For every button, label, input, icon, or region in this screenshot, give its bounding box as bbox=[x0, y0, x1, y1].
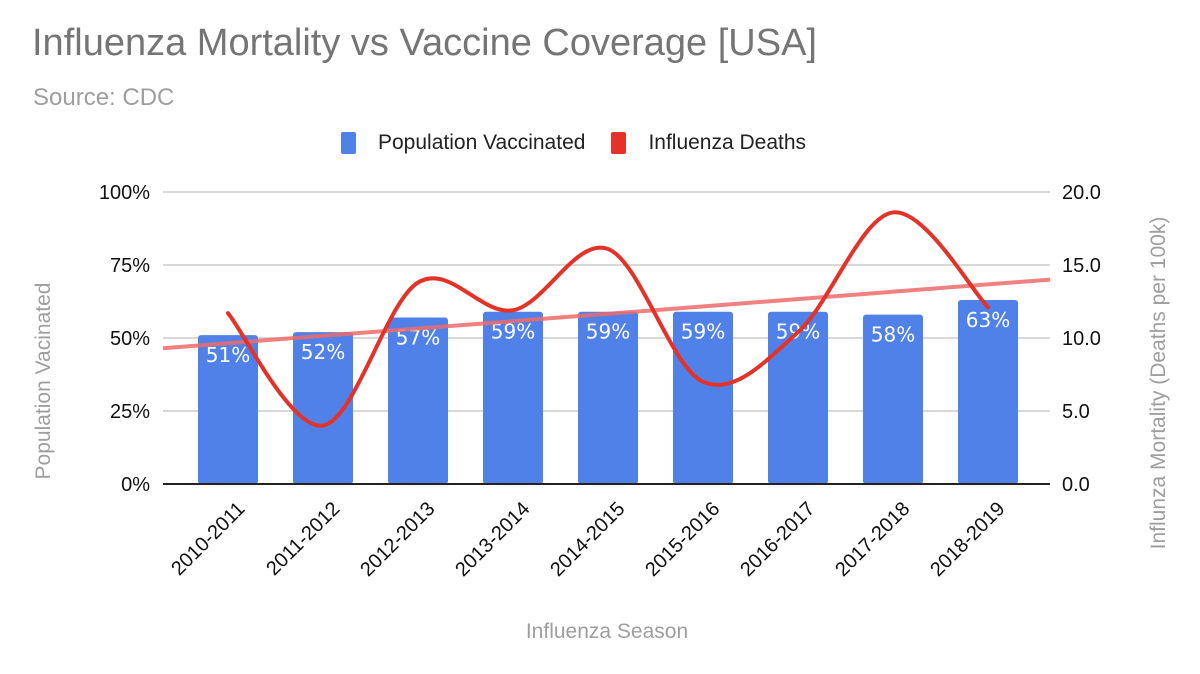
bar-2015-2016[interactable] bbox=[673, 311, 733, 484]
legend-item-deaths[interactable]: Influenza Deaths bbox=[611, 131, 806, 155]
bar-2013-2014[interactable] bbox=[483, 311, 543, 484]
bar-2010-2011[interactable] bbox=[198, 335, 258, 484]
right-tick-label: 0.0 bbox=[1062, 474, 1090, 496]
left-tick-label: 75% bbox=[110, 255, 150, 277]
x-tick-label: 2013-2014 bbox=[451, 498, 534, 581]
right-tick-label: 10.0 bbox=[1062, 328, 1101, 350]
legend: Population Vaccinated Influenza Deaths bbox=[341, 131, 832, 155]
left-tick-label: 25% bbox=[110, 401, 150, 423]
right-tick-label: 5.0 bbox=[1062, 401, 1090, 423]
trendline bbox=[162, 277, 1051, 351]
x-tick-label: 2011-2012 bbox=[262, 498, 344, 580]
bar-value-label: 58% bbox=[871, 323, 915, 347]
bar-value-label: 59% bbox=[586, 320, 630, 344]
x-axis-ticks: 2010-2011 2011-2012 2012-2013 2013-2014 2014… bbox=[167, 498, 1009, 581]
bar-value-label: 51% bbox=[206, 343, 250, 367]
left-axis-title: Population Vacinated bbox=[32, 283, 55, 480]
x-tick-label: 2016-2017 bbox=[736, 498, 819, 581]
left-tick-label: 0% bbox=[121, 474, 150, 496]
x-tick-label: 2018-2019 bbox=[926, 498, 1009, 581]
bar-2017-2018[interactable] bbox=[863, 314, 923, 484]
left-axis-ticks: 0% 25% 50% 75% 100% bbox=[99, 182, 150, 496]
x-tick-label: 2017-2018 bbox=[831, 498, 914, 581]
x-tick-label: 2010-2011 bbox=[167, 498, 249, 580]
bar-value-label: 52% bbox=[301, 340, 345, 364]
bar-2011-2012[interactable] bbox=[293, 332, 353, 484]
right-axis-title: Influnza Mortality (Deaths per 100k) bbox=[1147, 217, 1170, 550]
x-tick-label: 2012-2013 bbox=[356, 498, 439, 581]
deaths-line bbox=[226, 210, 990, 428]
bar-value-label: 63% bbox=[966, 308, 1010, 332]
x-tick-label: 2015-2016 bbox=[641, 498, 724, 581]
left-tick-label: 50% bbox=[110, 328, 150, 350]
bars bbox=[198, 300, 1018, 484]
chart-title: Influenza Mortality vs Vaccine Coverage … bbox=[32, 22, 817, 64]
legend-item-vaccinated[interactable]: Population Vaccinated bbox=[341, 131, 585, 155]
chart-subtitle: Source: CDC bbox=[33, 84, 175, 111]
bar-2014-2015[interactable] bbox=[578, 311, 638, 484]
legend-label-deaths: Influenza Deaths bbox=[648, 131, 807, 154]
bar-value-label: 59% bbox=[681, 320, 725, 344]
bar-2016-2017[interactable] bbox=[768, 311, 828, 484]
x-tick-label: 2014-2015 bbox=[546, 498, 629, 581]
right-axis-ticks: 0.0 5.0 10.0 15.0 20.0 bbox=[1062, 182, 1101, 496]
legend-swatch-deaths bbox=[611, 132, 627, 154]
legend-swatch-vaccinated bbox=[341, 132, 356, 154]
left-tick-label: 100% bbox=[99, 182, 150, 204]
bar-2012-2013[interactable] bbox=[388, 317, 448, 484]
legend-label-vaccinated: Population Vaccinated bbox=[378, 131, 586, 154]
bar-2018-2019[interactable] bbox=[958, 300, 1018, 484]
x-axis-title: Influenza Season bbox=[526, 620, 688, 643]
right-tick-label: 20.0 bbox=[1062, 182, 1101, 204]
right-tick-label: 15.0 bbox=[1062, 255, 1101, 277]
